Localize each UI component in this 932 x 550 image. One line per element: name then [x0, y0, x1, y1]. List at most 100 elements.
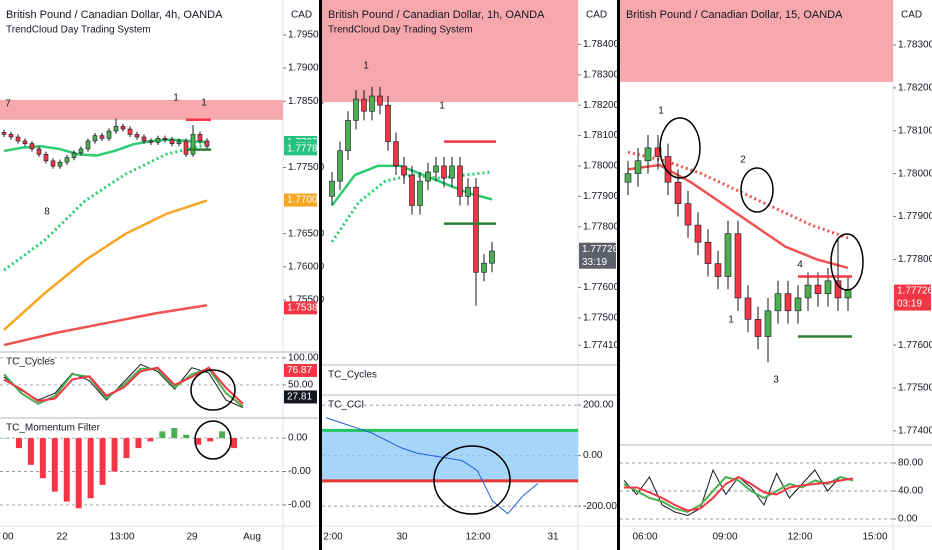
histogram-bar: [111, 438, 118, 472]
y-tick-label: 1.77800: [898, 254, 932, 265]
chart-subtitle: TrendCloud Day Trading System: [328, 25, 473, 36]
y-tick-label: 1.77600: [583, 282, 620, 293]
candle-body: [734, 233, 742, 299]
y-tick-label: 1.78300: [898, 40, 932, 51]
circle: [830, 233, 864, 291]
y-tick-label: 1.78300: [583, 69, 620, 80]
candle-body: [401, 165, 407, 176]
x-tick-label: 15:00: [862, 532, 887, 543]
countdown: 33:19: [582, 257, 607, 268]
price-tag-label: 1.77726: [582, 244, 619, 255]
x-tick-label: 31: [547, 532, 559, 543]
candle-body: [804, 284, 812, 299]
currency-label: CAD: [901, 10, 922, 21]
histogram-bar: [159, 431, 166, 439]
y-tick-label: 100.00: [288, 353, 319, 364]
candle-body: [814, 284, 822, 294]
candle-body: [417, 180, 423, 206]
candle-body: [361, 98, 367, 112]
y-tick-label: 1.78200: [583, 100, 620, 111]
x-tick-label: Aug: [243, 532, 261, 543]
candle-body: [36, 148, 42, 155]
annotation: 1: [728, 315, 734, 326]
chart-title: British Pound / Canadian Dollar, 1h, OAN…: [328, 9, 545, 21]
currency-label: CAD: [291, 10, 312, 21]
x-tick-label: 12:00: [465, 532, 490, 543]
candle-body: [754, 319, 762, 337]
annotation: 8: [44, 207, 50, 218]
price-tag: [579, 242, 616, 269]
separator: [319, 0, 322, 550]
y-tick-label: -0.00: [288, 500, 311, 511]
candle-body: [71, 152, 77, 158]
price-tag-label: 1.77008: [287, 195, 324, 206]
band-fill: [322, 430, 578, 481]
circle: [190, 369, 236, 411]
x-tick-label: 2:00: [323, 532, 343, 543]
candle-body: [714, 263, 722, 277]
indicator-line: [325, 417, 539, 515]
candle-body: [764, 310, 772, 337]
candle-body: [744, 297, 752, 320]
candle-body: [824, 280, 832, 294]
candle-body: [113, 126, 119, 132]
histogram-bar: [15, 438, 22, 449]
candle-body: [724, 233, 732, 277]
price-tag: [284, 390, 317, 404]
candle-body: [99, 135, 105, 139]
candle-body: [385, 104, 391, 142]
y-tick-label: 200.00: [583, 400, 614, 411]
candle-body: [1, 132, 7, 135]
histogram-bar: [39, 438, 46, 479]
candle-body: [22, 140, 28, 144]
price-tag-label: 27.81: [287, 392, 312, 403]
currency-label: CAD: [586, 10, 607, 21]
price-tag-label: 1.77726: [897, 286, 932, 297]
candle-body: [92, 135, 98, 142]
y-tick-label: 1.76500: [288, 228, 325, 239]
histogram-bar: [51, 438, 58, 492]
histogram-bar: [183, 434, 190, 439]
supply-zone: [620, 0, 893, 82]
candle-body: [409, 174, 415, 206]
candle-body: [141, 136, 147, 142]
candle-body: [624, 173, 632, 183]
histogram-bar: [75, 438, 82, 509]
y-tick-label: 0.00: [898, 514, 918, 525]
price-tag-label: 76.87: [287, 365, 312, 376]
candle-body: [481, 262, 487, 273]
y-tick-label: 1.77400: [898, 425, 932, 436]
candle-body: [120, 126, 126, 130]
y-tick-label: -0.00: [288, 466, 311, 477]
y-tick-label: 1.78400: [583, 39, 620, 50]
candle-body: [684, 203, 692, 226]
candle-body: [329, 180, 335, 197]
candle-body: [393, 141, 399, 167]
candle-body: [353, 98, 359, 121]
candle-body: [441, 165, 447, 179]
y-tick-label: 0.00: [288, 433, 308, 444]
price-tag: [894, 284, 931, 311]
price-tag-label: 1.75381: [287, 303, 324, 314]
indicator-line: [624, 475, 854, 512]
candle-body: [78, 148, 84, 154]
annotation: 1: [363, 61, 369, 72]
histogram-bar: [195, 438, 202, 445]
candle-body: [473, 186, 479, 273]
y-tick-label: 1.77600: [898, 340, 932, 351]
chart-subtitle: TrendCloud Day Trading System: [6, 25, 151, 36]
histogram-bar: [87, 438, 94, 499]
histogram-bar: [171, 428, 178, 439]
annotation: 1: [439, 101, 445, 112]
candle-body: [465, 186, 471, 197]
candle-body: [169, 139, 175, 144]
histogram-bar: [4, 438, 10, 439]
moving-average: [3, 142, 208, 272]
y-tick-label: 1.77800: [583, 221, 620, 232]
histogram-bar: [63, 438, 70, 502]
annotation: 2: [740, 155, 746, 166]
candle-body: [489, 250, 495, 264]
y-tick-label: 1.79500: [288, 30, 325, 41]
x-tick-label: 06:00: [632, 532, 657, 543]
